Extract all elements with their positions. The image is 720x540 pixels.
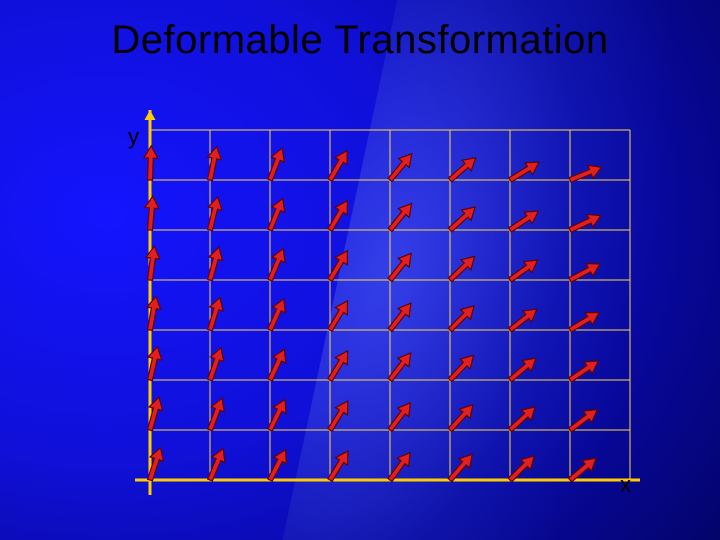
vector-arrow [328, 301, 348, 331]
vector-arrow [146, 246, 160, 280]
vector-arrow [328, 451, 348, 481]
vector-arrow [388, 453, 410, 482]
vector-arrow [509, 162, 539, 182]
vector-arrow [328, 401, 348, 431]
slide: Deformable Transformation y x [0, 0, 720, 540]
vector-arrow [388, 303, 411, 331]
vector-arrow [268, 400, 286, 432]
vector-arrow [144, 146, 158, 180]
vector-arrow [448, 454, 472, 481]
vector-arrow [569, 361, 599, 382]
x-axis-label: x [620, 472, 631, 498]
vector-arrow [448, 306, 474, 332]
vector-field [144, 146, 602, 482]
vector-arrow [145, 196, 159, 230]
vector-field-chart: y x [120, 90, 640, 510]
vector-arrow [268, 450, 287, 481]
vector-arrow [388, 253, 411, 281]
vector-arrow [569, 264, 600, 283]
vector-arrow [508, 407, 535, 432]
vector-arrow [388, 204, 411, 232]
vector-arrow [448, 158, 475, 182]
vector-arrow [328, 351, 348, 381]
chart-svg [120, 90, 640, 510]
vector-arrow [388, 403, 410, 432]
vector-arrow [509, 309, 537, 332]
vector-arrow [448, 207, 475, 232]
vector-arrow [569, 313, 599, 333]
vector-arrow [569, 410, 598, 433]
vector-arrow [328, 201, 348, 232]
vector-arrow [508, 456, 534, 482]
vector-arrow [448, 405, 473, 432]
vector-arrow [568, 458, 596, 482]
vector-arrow [509, 211, 539, 232]
vector-arrow [328, 151, 347, 182]
vector-arrow [388, 154, 412, 182]
vector-arrow [448, 355, 473, 381]
vector-arrow [328, 251, 348, 281]
vector-arrow [508, 358, 536, 382]
vector-arrow [509, 260, 538, 282]
vector-arrow [448, 257, 474, 282]
y-axis-label: y [128, 124, 139, 150]
slide-title: Deformable Transformation [0, 18, 720, 63]
vector-arrow [388, 353, 411, 382]
